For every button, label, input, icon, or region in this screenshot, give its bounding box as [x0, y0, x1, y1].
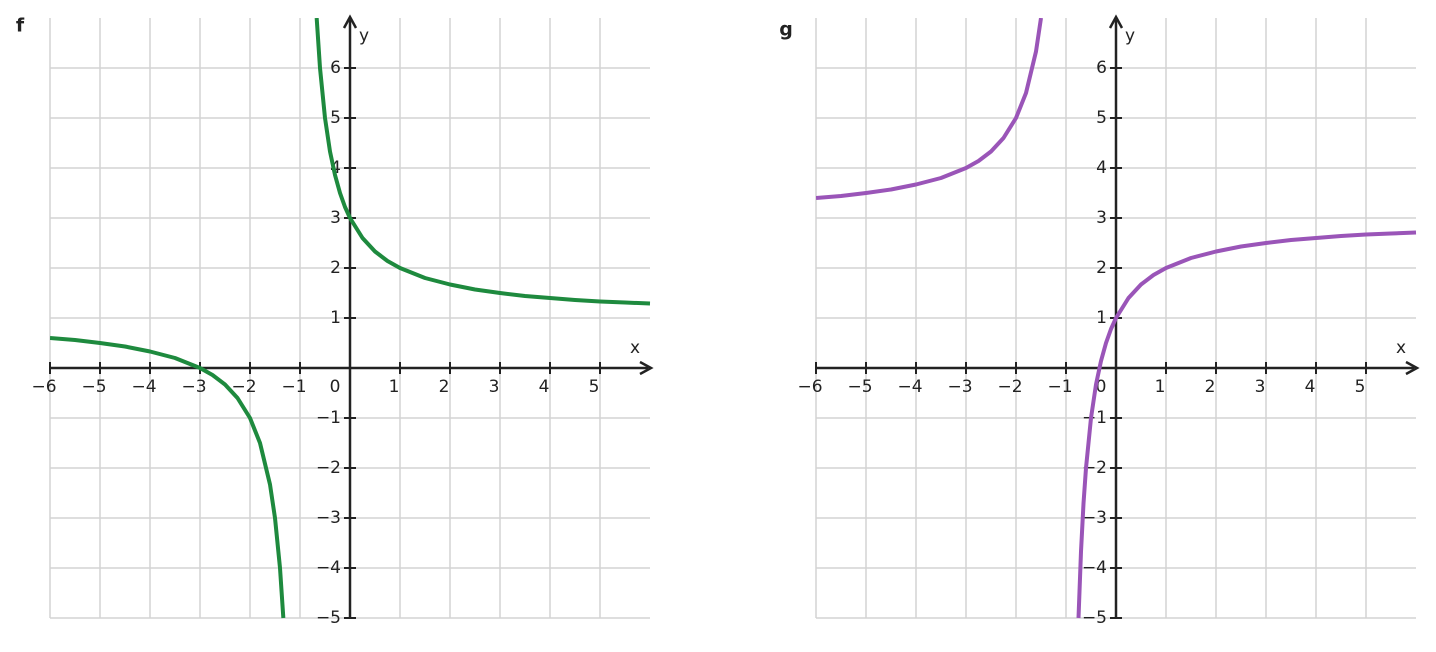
x-tick-label: −3 [181, 377, 206, 397]
x-tick-label: −5 [81, 377, 106, 397]
y-tick-label: −3 [1082, 508, 1107, 528]
panel-title: g [779, 19, 793, 41]
x-axis-label: x [1396, 338, 1406, 358]
y-tick-label: 1 [330, 308, 341, 328]
y-axis-label: y [359, 26, 369, 46]
x-tick-label: −6 [797, 377, 822, 397]
y-tick-label: −4 [1082, 558, 1107, 578]
y-tick-label: 4 [330, 158, 341, 178]
plot-area [816, 18, 1417, 619]
x-tick-label: −3 [947, 377, 972, 397]
x-tick-label: −4 [131, 377, 156, 397]
x-tick-label: 3 [489, 377, 500, 397]
x-axis-arrow [639, 360, 654, 376]
x-tick-label: 4 [1305, 377, 1316, 397]
y-axis-arrow [1108, 14, 1124, 29]
x-tick-label: −1 [1047, 377, 1072, 397]
x-tick-label: 2 [439, 377, 450, 397]
y-tick-label: 3 [1096, 208, 1107, 228]
x-tick-label: −2 [231, 377, 256, 397]
y-tick-label: 6 [330, 58, 341, 78]
x-axis-arrow [1405, 360, 1420, 376]
x-tick-label: 2 [1205, 377, 1216, 397]
y-axis-arrow [342, 14, 358, 29]
x-tick-label: 5 [1355, 377, 1366, 397]
y-tick-label: 1 [1096, 308, 1107, 328]
y-tick-label: 2 [330, 258, 341, 278]
x-tick-label: −1 [281, 377, 306, 397]
y-tick-label: 5 [1096, 108, 1107, 128]
y-tick-label: 6 [1096, 58, 1107, 78]
y-tick-label: −1 [1082, 408, 1107, 428]
x-tick-label: 0 [330, 377, 341, 397]
y-axis-label: y [1125, 26, 1135, 46]
x-tick-label: −6 [31, 377, 56, 397]
x-tick-label: 0 [1096, 377, 1107, 397]
y-tick-label: 2 [1096, 258, 1107, 278]
x-tick-label: −5 [847, 377, 872, 397]
x-tick-label: −2 [997, 377, 1022, 397]
y-tick-label: −2 [316, 458, 341, 478]
function-curve [50, 18, 651, 619]
y-tick-label: 3 [330, 208, 341, 228]
x-tick-label: 5 [589, 377, 600, 397]
y-tick-label: −5 [316, 608, 341, 628]
plot-area [50, 18, 651, 619]
x-tick-label: −4 [897, 377, 922, 397]
x-tick-label: 3 [1255, 377, 1266, 397]
y-tick-label: 5 [330, 108, 341, 128]
x-tick-label: 1 [389, 377, 400, 397]
y-tick-label: −1 [316, 408, 341, 428]
x-axis-label: x [630, 338, 640, 358]
x-tick-label: 4 [539, 377, 550, 397]
y-tick-label: −4 [316, 558, 341, 578]
y-tick-label: −5 [1082, 608, 1107, 628]
function-curve [816, 18, 1417, 619]
y-tick-label: 4 [1096, 158, 1107, 178]
y-tick-label: −3 [316, 508, 341, 528]
x-tick-label: 1 [1155, 377, 1166, 397]
panel-title: f [16, 15, 25, 37]
